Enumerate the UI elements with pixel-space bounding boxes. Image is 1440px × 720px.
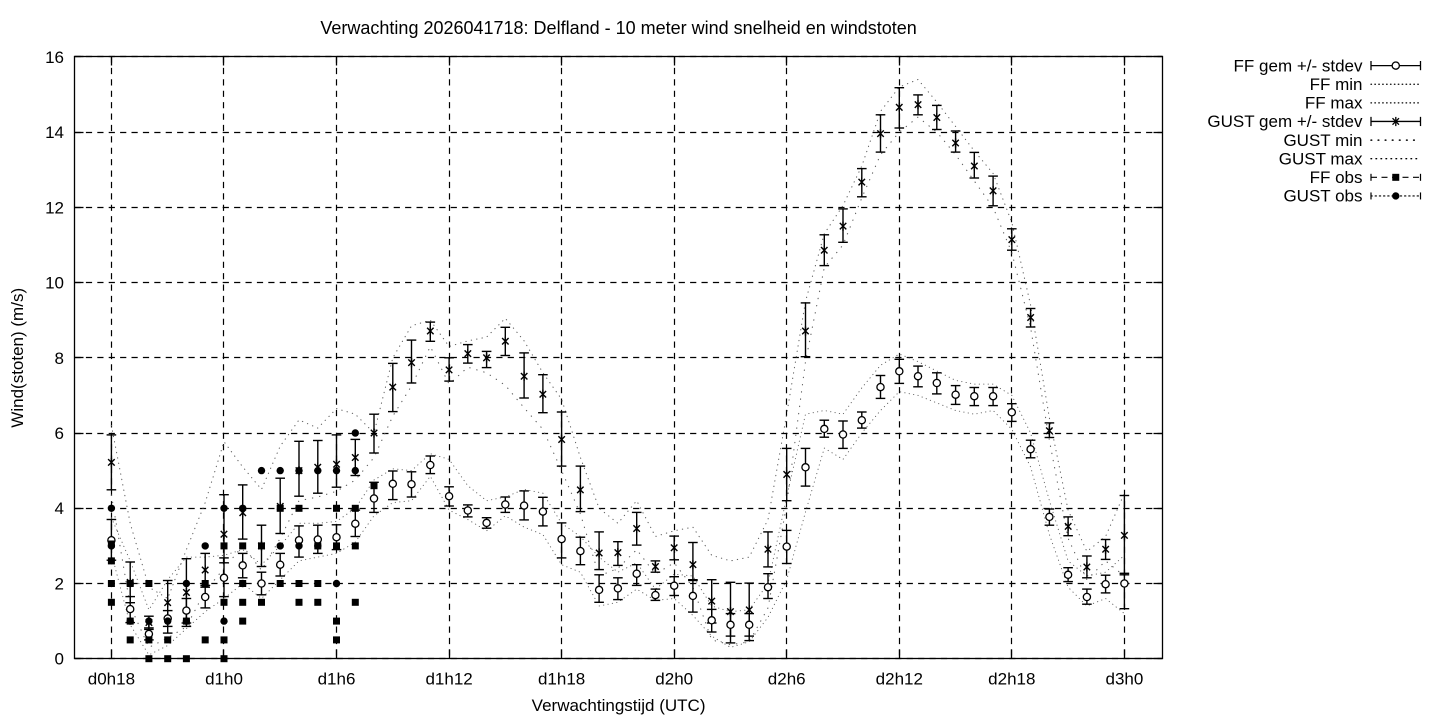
svg-text:FF gem +/- stdev: FF gem +/- stdev [1234,56,1363,75]
svg-text:FF obs: FF obs [1310,168,1363,187]
svg-text:d2h18: d2h18 [988,670,1035,689]
svg-text:d1h12: d1h12 [425,670,472,689]
svg-text:d1h18: d1h18 [538,670,585,689]
svg-text:d2h6: d2h6 [768,670,806,689]
svg-text:16: 16 [45,48,64,67]
svg-text:d2h12: d2h12 [876,670,923,689]
svg-text:6: 6 [55,424,64,443]
svg-text:GUST min: GUST min [1283,131,1362,150]
svg-text:Verwachting 2026041718: Delfla: Verwachting 2026041718: Delfland - 10 me… [320,18,916,38]
svg-text:8: 8 [55,349,64,368]
svg-text:4: 4 [55,499,64,518]
svg-text:d1h6: d1h6 [318,670,356,689]
svg-text:GUST gem +/- stdev: GUST gem +/- stdev [1207,112,1363,131]
svg-text:2: 2 [55,575,64,594]
svg-text:d0h18: d0h18 [88,670,135,689]
svg-text:GUST max: GUST max [1279,149,1363,168]
svg-text:d3h0: d3h0 [1105,670,1143,689]
svg-text:0: 0 [55,650,64,669]
svg-text:Wind(stoten) (m/s): Wind(stoten) (m/s) [8,288,27,428]
svg-text:10: 10 [45,274,64,293]
svg-text:FF min: FF min [1310,75,1363,94]
svg-text:14: 14 [45,123,64,142]
svg-text:d2h0: d2h0 [655,670,693,689]
svg-text:GUST obs: GUST obs [1283,187,1362,206]
svg-text:d1h0: d1h0 [205,670,243,689]
svg-text:12: 12 [45,198,64,217]
svg-text:Verwachtingstijd (UTC): Verwachtingstijd (UTC) [532,696,706,715]
svg-text:FF max: FF max [1305,94,1363,113]
